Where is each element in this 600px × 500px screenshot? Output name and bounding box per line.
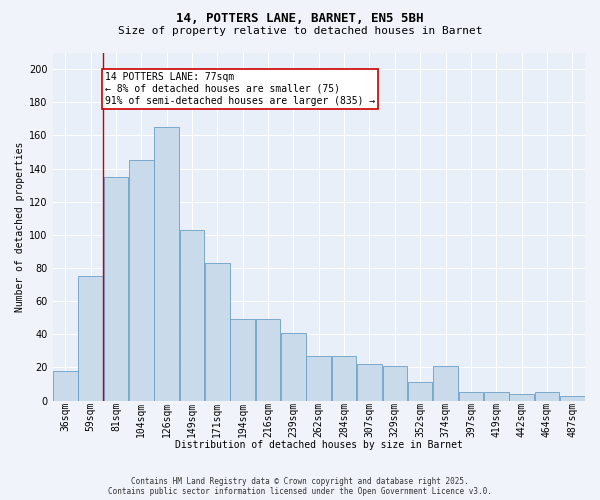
Bar [408, 382, 433, 400]
Bar [535, 392, 559, 400]
Text: Contains HM Land Registry data © Crown copyright and database right 2025.
Contai: Contains HM Land Registry data © Crown c… [108, 476, 492, 496]
Bar [383, 366, 407, 400]
Y-axis label: Number of detached properties: Number of detached properties [15, 142, 25, 312]
Bar [78, 276, 103, 400]
Bar [484, 392, 509, 400]
Bar [256, 320, 280, 400]
Bar [509, 394, 534, 400]
Bar [433, 366, 458, 400]
Bar [104, 177, 128, 400]
Bar [53, 370, 77, 400]
Bar [307, 356, 331, 401]
Bar [154, 127, 179, 400]
Bar [332, 356, 356, 401]
Bar [230, 320, 255, 400]
Bar [560, 396, 584, 400]
Bar [205, 263, 230, 400]
X-axis label: Distribution of detached houses by size in Barnet: Distribution of detached houses by size … [175, 440, 463, 450]
Bar [458, 392, 483, 400]
Text: 14, POTTERS LANE, BARNET, EN5 5BH: 14, POTTERS LANE, BARNET, EN5 5BH [176, 12, 424, 26]
Bar [129, 160, 154, 400]
Bar [357, 364, 382, 401]
Bar [281, 332, 306, 400]
Text: Size of property relative to detached houses in Barnet: Size of property relative to detached ho… [118, 26, 482, 36]
Text: 14 POTTERS LANE: 77sqm
← 8% of detached houses are smaller (75)
91% of semi-deta: 14 POTTERS LANE: 77sqm ← 8% of detached … [104, 72, 375, 106]
Bar [179, 230, 204, 400]
